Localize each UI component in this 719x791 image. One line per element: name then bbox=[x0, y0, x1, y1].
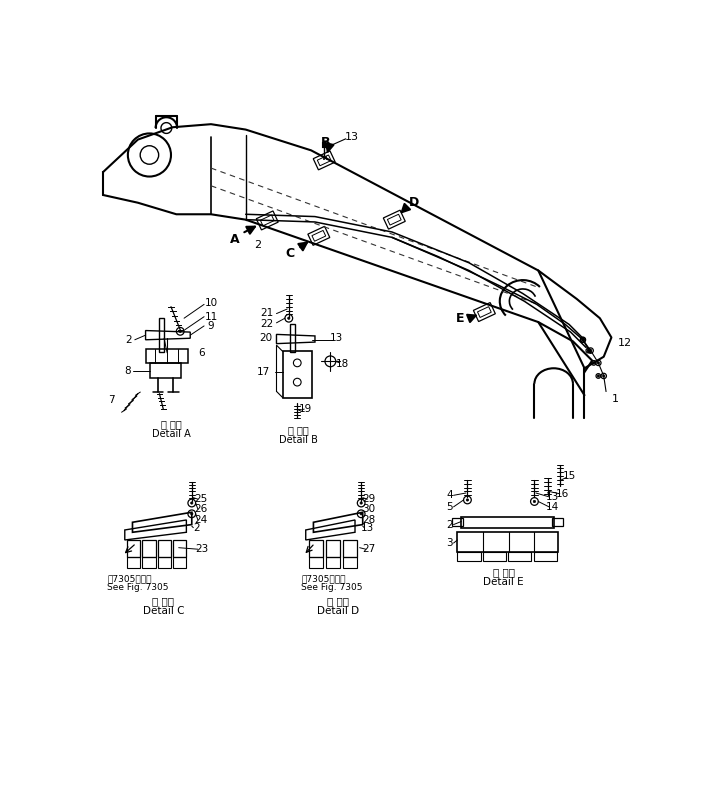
Text: 27: 27 bbox=[362, 544, 375, 554]
Text: 1: 1 bbox=[612, 394, 619, 404]
Circle shape bbox=[191, 501, 193, 504]
Text: C: C bbox=[285, 247, 295, 260]
Bar bbox=[343, 557, 357, 569]
Text: 19: 19 bbox=[299, 404, 312, 414]
Bar bbox=[127, 557, 140, 569]
Text: 13: 13 bbox=[330, 333, 343, 343]
Bar bbox=[508, 551, 531, 561]
Text: 23: 23 bbox=[195, 544, 209, 554]
Bar bbox=[173, 557, 186, 569]
Text: Ｃ 詳細: Ｃ 詳細 bbox=[152, 596, 174, 607]
Text: 6: 6 bbox=[198, 348, 205, 358]
Bar bbox=[462, 517, 554, 528]
Bar bbox=[142, 557, 155, 569]
Bar bbox=[283, 351, 312, 398]
Text: Ｂ 詳細: Ｂ 詳細 bbox=[288, 426, 308, 436]
Bar bbox=[158, 557, 171, 569]
Text: 第7305図参照: 第7305図参照 bbox=[301, 574, 346, 583]
Circle shape bbox=[360, 513, 362, 515]
Text: 3: 3 bbox=[446, 538, 453, 548]
Bar bbox=[173, 540, 186, 557]
Text: 16: 16 bbox=[557, 489, 569, 499]
Bar bbox=[309, 557, 324, 569]
Text: A: A bbox=[230, 233, 239, 246]
Text: E: E bbox=[455, 312, 464, 325]
Text: Ａ 詳細: Ａ 詳細 bbox=[160, 419, 181, 430]
Bar bbox=[533, 551, 557, 561]
Text: 9: 9 bbox=[207, 321, 214, 331]
Circle shape bbox=[597, 375, 600, 377]
Circle shape bbox=[592, 361, 595, 364]
Text: Detail B: Detail B bbox=[278, 435, 318, 445]
Circle shape bbox=[582, 339, 584, 341]
Text: 28: 28 bbox=[362, 515, 375, 525]
Text: D: D bbox=[408, 196, 418, 210]
Text: 2: 2 bbox=[125, 335, 132, 345]
Text: 2: 2 bbox=[193, 523, 200, 532]
Text: See Fig. 7305: See Fig. 7305 bbox=[107, 583, 168, 592]
Text: 12: 12 bbox=[618, 338, 632, 348]
Circle shape bbox=[533, 501, 536, 502]
Circle shape bbox=[590, 350, 592, 352]
Text: 25: 25 bbox=[194, 494, 208, 504]
Circle shape bbox=[597, 361, 600, 364]
Text: 11: 11 bbox=[205, 312, 219, 322]
Circle shape bbox=[582, 339, 584, 341]
Circle shape bbox=[288, 317, 290, 320]
Text: 17: 17 bbox=[257, 367, 270, 377]
Circle shape bbox=[587, 350, 590, 352]
Text: Ｅ 詳細: Ｅ 詳細 bbox=[493, 567, 515, 577]
Bar bbox=[158, 540, 171, 557]
Text: 2: 2 bbox=[446, 520, 453, 530]
Circle shape bbox=[191, 513, 193, 515]
Text: B: B bbox=[321, 136, 331, 149]
Circle shape bbox=[467, 499, 469, 501]
Text: 2: 2 bbox=[254, 240, 261, 250]
Text: 15: 15 bbox=[562, 471, 576, 481]
Text: See Fig. 7305: See Fig. 7305 bbox=[301, 583, 362, 592]
Text: 7: 7 bbox=[109, 395, 115, 405]
Text: 13: 13 bbox=[546, 492, 559, 501]
Bar bbox=[343, 540, 357, 557]
Text: 29: 29 bbox=[362, 494, 375, 504]
Bar bbox=[326, 540, 340, 557]
Bar bbox=[452, 518, 463, 526]
Bar bbox=[457, 532, 557, 551]
Bar bbox=[483, 551, 506, 561]
Bar bbox=[326, 557, 340, 569]
Text: Detail C: Detail C bbox=[142, 606, 184, 616]
Text: Detail A: Detail A bbox=[152, 429, 191, 439]
Text: Ｄ 詳細: Ｄ 詳細 bbox=[327, 596, 349, 607]
Text: 10: 10 bbox=[205, 298, 219, 308]
Text: 13: 13 bbox=[345, 132, 359, 142]
Text: Detail E: Detail E bbox=[483, 577, 524, 587]
Circle shape bbox=[360, 501, 362, 504]
Text: 13: 13 bbox=[361, 523, 374, 532]
Text: 8: 8 bbox=[124, 365, 130, 376]
Text: 第7305図参照: 第7305図参照 bbox=[107, 574, 152, 583]
Text: 30: 30 bbox=[362, 504, 375, 514]
Text: 21: 21 bbox=[260, 308, 274, 318]
Text: 20: 20 bbox=[259, 333, 273, 343]
Text: Detail D: Detail D bbox=[317, 606, 359, 616]
Text: 24: 24 bbox=[194, 515, 208, 525]
Text: 4: 4 bbox=[446, 490, 453, 501]
Bar bbox=[309, 540, 324, 557]
Text: 26: 26 bbox=[194, 504, 208, 514]
Circle shape bbox=[179, 330, 181, 332]
Text: 18: 18 bbox=[336, 359, 349, 369]
Text: 5: 5 bbox=[446, 501, 453, 512]
Bar bbox=[457, 551, 480, 561]
Text: 14: 14 bbox=[546, 501, 559, 512]
Circle shape bbox=[603, 375, 605, 377]
Text: 22: 22 bbox=[260, 320, 274, 329]
Bar bbox=[127, 540, 140, 557]
Bar bbox=[142, 540, 155, 557]
Bar bbox=[552, 518, 563, 526]
